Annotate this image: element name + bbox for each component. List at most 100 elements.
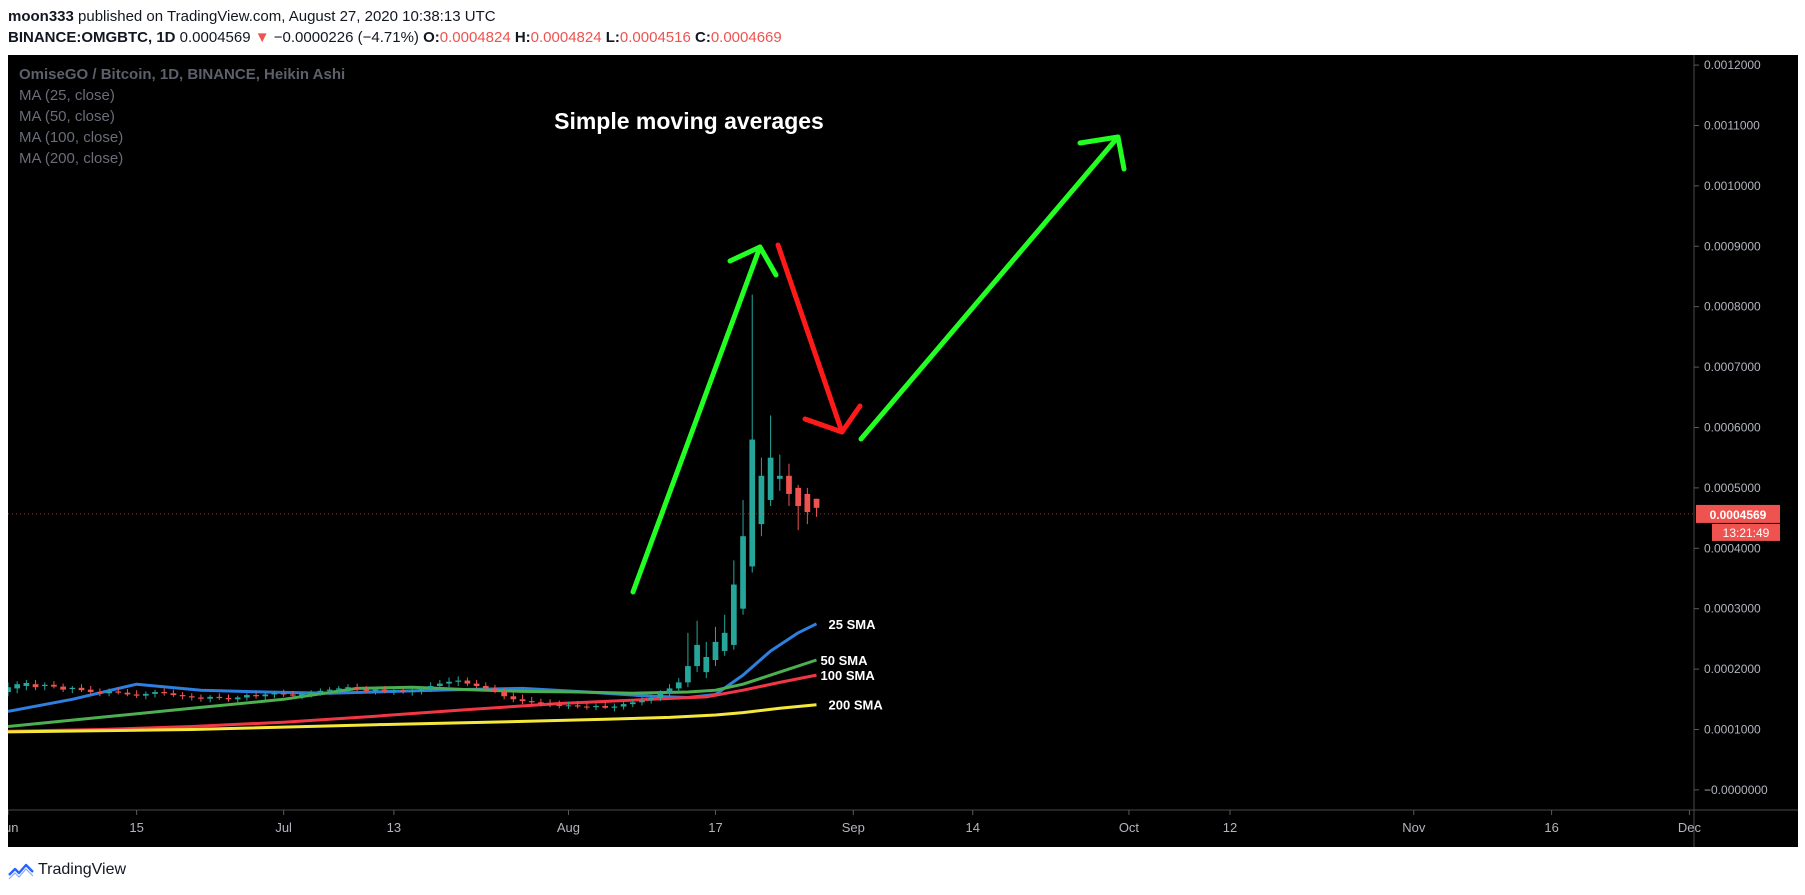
legend-ma-25[interactable]: MA (25, close) (19, 87, 115, 104)
y-tick-label: 0.0009000 (1704, 239, 1761, 253)
x-tick-label: Jun (8, 820, 18, 835)
sma-label: 50 SMA (821, 653, 869, 668)
publish-line: moon333 published on TradingView.com, Au… (8, 6, 1798, 27)
candle-body (299, 693, 305, 696)
candle-body (391, 690, 397, 692)
close-label: C: (694, 29, 711, 46)
publish-info: published on TradingView.com, August 27,… (78, 8, 496, 25)
target-arrow-head (1077, 134, 1127, 172)
candle-body (519, 699, 526, 702)
sma-label: 25 SMA (829, 617, 877, 632)
y-tick-label: 0.0010000 (1704, 179, 1761, 193)
open-value: 0.0004824 (439, 29, 511, 46)
candle-body (400, 690, 406, 693)
high-label: H: (514, 29, 531, 46)
chart-header: moon333 published on TradingView.com, Au… (8, 6, 1798, 48)
legend-ma-100[interactable]: MA (100, close) (19, 129, 124, 146)
candle-body (455, 680, 462, 682)
candle-body (142, 693, 149, 696)
y-tick-label: 0.0008000 (1704, 300, 1761, 314)
candle-body (731, 584, 737, 645)
x-tick-label: 12 (1223, 820, 1237, 835)
candle-body (436, 683, 443, 686)
candle-body (418, 688, 425, 691)
countdown-tag (1712, 523, 1780, 541)
author-name[interactable]: moon333 (8, 8, 74, 25)
candle-body (629, 702, 636, 705)
down-arrow-head (802, 403, 863, 435)
candle-body (804, 493, 811, 513)
candle-body (87, 689, 94, 693)
symbol-label: BINANCE:OMGBTC, 1D (8, 29, 176, 46)
candle-body (41, 684, 48, 686)
candle-body (740, 536, 746, 609)
candle-body (574, 705, 581, 707)
candle-body (602, 705, 609, 708)
candle-body (8, 687, 11, 693)
candle-body (345, 687, 351, 689)
candle-body (501, 691, 508, 697)
up-arrow-line (630, 244, 763, 595)
footer: TradingView (8, 856, 126, 884)
x-tick-label: 13 (387, 820, 401, 835)
candle-body (464, 680, 471, 684)
candle-body (308, 692, 315, 694)
x-tick-label: Jul (275, 820, 292, 835)
sma-label: 200 SMA (829, 698, 884, 713)
ohlc-line: BINANCE:OMGBTC, 1D 0.0004569 ▼ −0.000022… (8, 27, 1798, 48)
candle-body (758, 475, 765, 525)
candle-body (179, 695, 186, 697)
candle-body (492, 688, 498, 692)
x-tick-label: Oct (1119, 820, 1140, 835)
candle-body (188, 696, 195, 698)
legend-ma-50[interactable]: MA (50, close) (19, 108, 115, 125)
candle-body (767, 457, 774, 500)
sma-line-200-sma (8, 703, 817, 734)
candle-body (244, 695, 250, 698)
y-tick-label: 0.0003000 (1704, 602, 1761, 616)
candle-body (124, 692, 131, 695)
candle-body (326, 689, 333, 691)
sma-lines (8, 622, 818, 734)
y-tick-label: 0.0012000 (1704, 58, 1761, 72)
down-arrow-icon: ▼ (254, 29, 270, 46)
candle-body (23, 682, 30, 686)
candle-body (446, 681, 452, 684)
legend-ma-200[interactable]: MA (200, close) (19, 150, 124, 167)
candle-body (786, 475, 792, 494)
candle-body (482, 685, 489, 689)
low-label: L: (605, 29, 620, 46)
up-arrow-head (727, 244, 779, 278)
close-value: 0.0004669 (710, 29, 782, 46)
candle-body (253, 695, 259, 697)
candle-body (289, 694, 296, 696)
y-tick-label: 0.0005000 (1704, 481, 1761, 495)
candle-body (712, 641, 719, 661)
candle-body (409, 690, 416, 693)
y-tick-label: 0.0001000 (1704, 722, 1761, 736)
candle-body (583, 706, 590, 708)
tradingview-brand[interactable]: TradingView (38, 861, 127, 878)
candle-body (721, 632, 728, 651)
candle-body (152, 692, 158, 694)
candle-body (611, 706, 618, 708)
candle-body (106, 691, 112, 694)
candle-body (280, 693, 287, 695)
y-tick-label: 0.0006000 (1704, 420, 1761, 434)
open-label: O: (423, 29, 440, 46)
chart-title: Simple moving averages (554, 108, 824, 134)
x-tick-label: 14 (966, 820, 980, 835)
sma-line-100-sma (8, 673, 817, 733)
price-chart[interactable]: 0.0012000 0.0011000 0.0010000 0.0009000 0.00… (8, 55, 1798, 847)
candle-body (133, 694, 140, 696)
candle-body (675, 682, 682, 689)
candle-body (694, 644, 700, 667)
axes: 0.0012000 0.0011000 0.0010000 0.0009000 0.00… (8, 55, 1798, 847)
candle-body (528, 701, 535, 703)
chart-area[interactable]: 0.0012000 0.0011000 0.0010000 0.0009000 0.00… (8, 55, 1798, 847)
last-price-tag-label: 0.0004569 (1710, 508, 1767, 522)
price-change: −0.0000226 (−4.71%) (273, 29, 419, 46)
candle-body (170, 693, 177, 696)
tradingview-logo-icon[interactable] (8, 860, 34, 880)
candle-body (161, 692, 168, 694)
